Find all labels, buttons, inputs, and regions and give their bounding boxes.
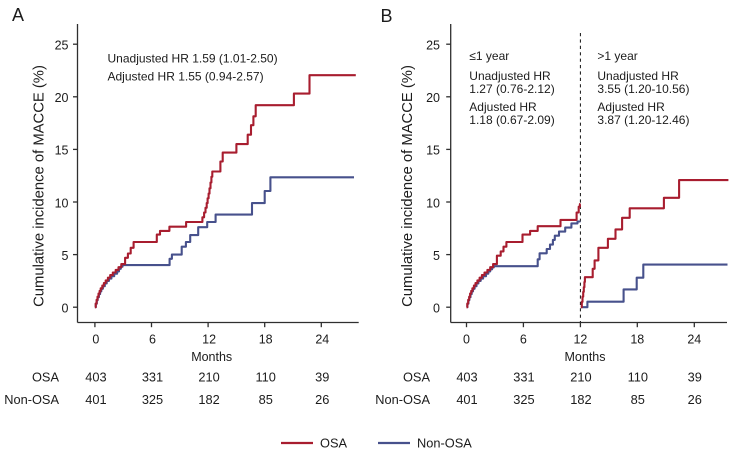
- svg-text:401: 401: [85, 392, 106, 407]
- svg-text:20: 20: [55, 91, 69, 105]
- svg-text:85: 85: [259, 392, 273, 407]
- svg-text:39: 39: [688, 370, 702, 385]
- svg-text:25: 25: [426, 39, 440, 53]
- svg-text:Months: Months: [565, 350, 606, 364]
- svg-text:Unadjusted HR: Unadjusted HR: [469, 69, 551, 83]
- svg-text:≤1 year: ≤1 year: [469, 49, 509, 63]
- svg-text:325: 325: [513, 392, 534, 407]
- svg-text:6: 6: [520, 333, 527, 347]
- svg-text:Non-OSA: Non-OSA: [375, 392, 430, 407]
- svg-text:10: 10: [426, 196, 440, 210]
- svg-text:403: 403: [85, 370, 106, 385]
- svg-text:OSA: OSA: [320, 435, 347, 450]
- svg-text:0: 0: [62, 302, 69, 316]
- svg-text:12: 12: [202, 333, 216, 347]
- svg-text:85: 85: [631, 392, 645, 407]
- svg-text:1.18 (0.67-2.09): 1.18 (0.67-2.09): [469, 113, 554, 127]
- svg-text:0: 0: [433, 302, 440, 316]
- svg-text:210: 210: [570, 370, 591, 385]
- svg-text:6: 6: [149, 333, 156, 347]
- svg-text:>1 year: >1 year: [597, 49, 637, 63]
- svg-text:331: 331: [513, 370, 534, 385]
- svg-text:OSA: OSA: [403, 370, 430, 385]
- svg-text:Cumulative incidence of MACCE: Cumulative incidence of MACCE (%): [31, 65, 47, 307]
- svg-text:3.55 (1.20-10.56): 3.55 (1.20-10.56): [597, 82, 689, 96]
- svg-text:Adjusted HR 1.55 (0.94-2.57): Adjusted HR 1.55 (0.94-2.57): [108, 69, 264, 83]
- svg-text:110: 110: [628, 370, 648, 385]
- svg-text:182: 182: [198, 392, 219, 407]
- svg-text:26: 26: [688, 392, 702, 407]
- svg-text:Unadjusted HR 1.59 (1.01-2.50): Unadjusted HR 1.59 (1.01-2.50): [108, 52, 278, 66]
- svg-text:210: 210: [198, 370, 219, 385]
- svg-text:26: 26: [315, 392, 329, 407]
- svg-text:OSA: OSA: [32, 370, 59, 385]
- svg-text:15: 15: [55, 144, 69, 158]
- svg-text:182: 182: [570, 392, 591, 407]
- svg-text:3.87 (1.20-12.46): 3.87 (1.20-12.46): [597, 113, 689, 127]
- svg-text:Non-OSA: Non-OSA: [4, 392, 59, 407]
- svg-text:403: 403: [456, 370, 477, 385]
- svg-text:325: 325: [142, 392, 163, 407]
- svg-text:1.27 (0.76-2.12): 1.27 (0.76-2.12): [469, 82, 554, 96]
- svg-text:Unadjusted HR: Unadjusted HR: [597, 69, 679, 83]
- svg-text:12: 12: [573, 333, 587, 347]
- svg-text:A: A: [12, 5, 24, 25]
- svg-text:Non-OSA: Non-OSA: [417, 435, 472, 450]
- svg-text:5: 5: [62, 249, 69, 263]
- svg-text:Adjusted HR: Adjusted HR: [597, 100, 665, 114]
- svg-text:18: 18: [630, 333, 644, 347]
- svg-text:Months: Months: [191, 350, 232, 364]
- svg-text:10: 10: [55, 196, 69, 210]
- svg-text:20: 20: [426, 91, 440, 105]
- svg-text:401: 401: [456, 392, 477, 407]
- svg-text:25: 25: [55, 39, 69, 53]
- svg-text:24: 24: [315, 333, 329, 347]
- svg-text:39: 39: [315, 370, 329, 385]
- svg-text:24: 24: [687, 333, 701, 347]
- svg-text:0: 0: [463, 333, 470, 347]
- svg-text:110: 110: [255, 370, 275, 385]
- svg-text:18: 18: [259, 333, 273, 347]
- svg-text:331: 331: [142, 370, 163, 385]
- svg-text:15: 15: [426, 144, 440, 158]
- svg-text:5: 5: [433, 249, 440, 263]
- svg-text:B: B: [381, 6, 393, 26]
- svg-text:Cumulative incidence of MACCE: Cumulative incidence of MACCE (%): [400, 65, 416, 307]
- svg-text:Adjusted HR: Adjusted HR: [469, 100, 537, 114]
- svg-text:0: 0: [92, 333, 99, 347]
